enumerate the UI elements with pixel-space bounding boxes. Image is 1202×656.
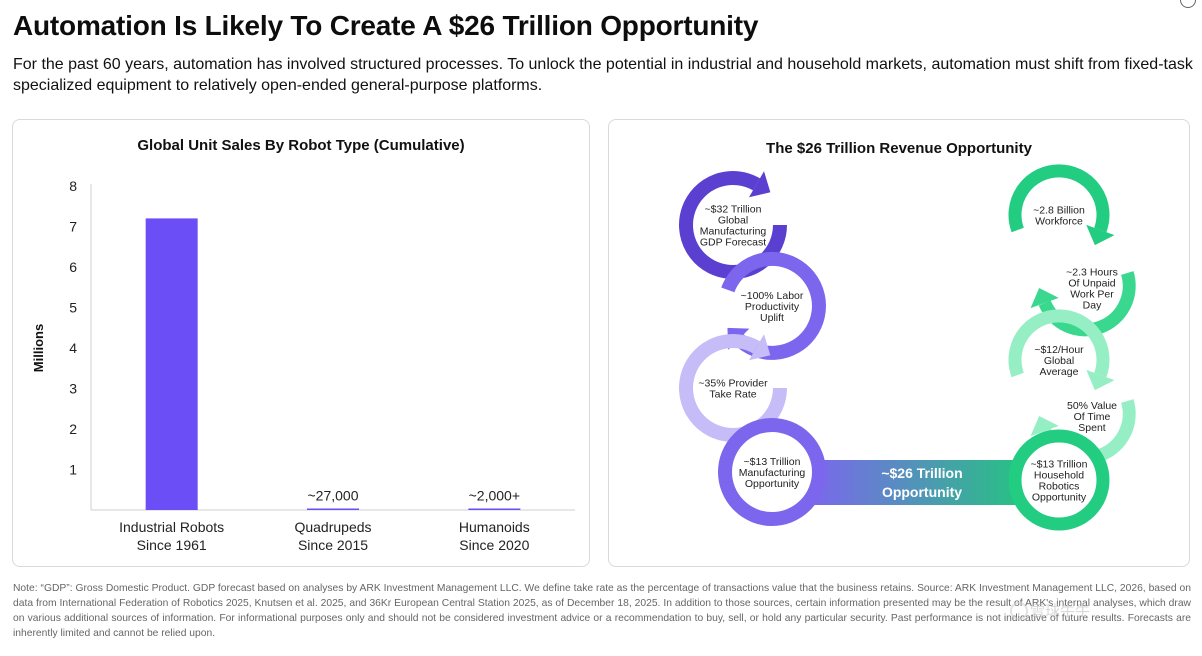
- flow-step-text: Opportunity: [1032, 492, 1087, 504]
- total-opportunity-text: ~$26 Trillion: [881, 465, 962, 481]
- bar: [307, 508, 359, 510]
- flow-step-text: ~$13 Trillion: [1031, 459, 1088, 471]
- bar-data-label: ~2,000+: [469, 488, 520, 504]
- y-tick-label: 8: [69, 178, 77, 194]
- flow-step-text: Work Per: [1070, 289, 1114, 301]
- page-subtitle: For the past 60 years, automation has in…: [13, 56, 1193, 94]
- robot-sales-panel: Global Unit Sales By Robot Type (Cumulat…: [12, 119, 590, 567]
- bar: [468, 508, 521, 510]
- flow-step-text: Day: [1083, 300, 1102, 312]
- category-label: Humanoids: [459, 519, 530, 535]
- flow-step-text: ~35% Provider: [698, 378, 768, 390]
- flow-step-text: Of Time: [1074, 411, 1111, 423]
- watermark-logo-icon: [1010, 602, 1028, 620]
- y-tick-label: 3: [69, 381, 77, 397]
- flow-title: The $26 Trillion Revenue Opportunity: [766, 140, 1032, 157]
- revenue-opportunity-panel: The $26 Trillion Revenue Opportunity ~$2…: [608, 119, 1190, 567]
- flow-step-text: Global: [1044, 355, 1074, 367]
- total-opportunity-banner: [809, 460, 1039, 505]
- info-icon[interactable]: [1180, 0, 1196, 8]
- flow-arrow-icon: [749, 334, 771, 361]
- flow-step-text: ~$32 Trillion: [705, 204, 762, 216]
- flow-ring: [1008, 309, 1110, 378]
- flow-step-text: ~$12/Hour: [1034, 344, 1084, 356]
- flow-arrow-icon: [749, 171, 771, 198]
- watermark: 雪球牛牛: [1030, 603, 1091, 620]
- flow-step-text: Global: [718, 215, 748, 227]
- flow-step-text: Manufacturing: [739, 467, 806, 479]
- category-sublabel: Since 2015: [298, 537, 368, 553]
- y-tick-label: 6: [69, 259, 77, 275]
- flow-step-text: ~100% Labor: [741, 290, 804, 302]
- flow-arrow-icon: [1086, 369, 1115, 391]
- flow-step-text: GDP Forecast: [700, 237, 766, 249]
- category-label: Quadrupeds: [294, 519, 371, 535]
- flow-step-text: ~$13 Trillion: [744, 456, 801, 468]
- category-sublabel: Since 2020: [459, 537, 529, 553]
- flow-step-text: Workforce: [1035, 216, 1083, 228]
- flow-step-text: Average: [1040, 366, 1079, 378]
- page-title: Automation Is Likely To Create A $26 Tri…: [13, 10, 759, 41]
- category-sublabel: Since 1961: [137, 537, 207, 553]
- category-label: Industrial Robots: [119, 519, 224, 535]
- flow-step-text: Uplift: [760, 312, 784, 324]
- flow-step-text: Manufacturing: [700, 226, 767, 238]
- flow-step-text: Robotics: [1039, 481, 1080, 493]
- y-tick-label: 1: [69, 462, 77, 478]
- robot-sales-chart: 1 2 3 4 5 6 7 8 Millions Industrial Robots Since 1…: [31, 178, 575, 553]
- flow-arrow-icon: [1030, 416, 1059, 437]
- flow-step-text: ~2.8 Billion: [1033, 205, 1085, 217]
- bar-chart-title: Global Unit Sales By Robot Type (Cumulat…: [137, 137, 465, 154]
- flow-step-text: Of Unpaid: [1068, 278, 1115, 290]
- y-tick-label: 7: [69, 219, 77, 235]
- bar-data-label: ~27,000: [308, 488, 359, 504]
- y-axis-title: Millions: [31, 324, 46, 372]
- flow-arrow-icon: [1086, 224, 1115, 246]
- flow-step-text: Take Rate: [709, 389, 756, 401]
- flow-ring: [1008, 429, 1110, 531]
- flow-step-text: 50% Value: [1067, 400, 1117, 412]
- total-opportunity-text: Opportunity: [882, 484, 962, 500]
- y-tick-label: 4: [69, 340, 77, 356]
- flow-step-text: Opportunity: [745, 478, 800, 490]
- bar: [145, 218, 198, 510]
- flow-arrow-icon: [1030, 288, 1059, 309]
- flow-step-text: ~2.3 Hours: [1066, 267, 1118, 279]
- y-tick-label: 5: [69, 300, 77, 316]
- y-tick-label: 2: [69, 421, 77, 437]
- flow-ring: [718, 418, 826, 526]
- flow-step-text: Productivity: [745, 301, 800, 313]
- flow-step-text: Spent: [1078, 422, 1106, 434]
- flow-ring: [721, 251, 826, 360]
- flow-ring: [1008, 164, 1110, 233]
- footnote: Note: “GDP”: Gross Domestic Product. GDP…: [13, 583, 1191, 639]
- flow-step-text: Household: [1034, 470, 1084, 482]
